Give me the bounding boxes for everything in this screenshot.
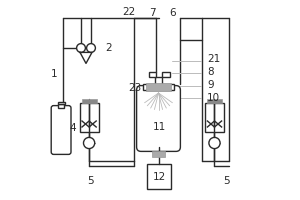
Text: 5: 5: [223, 176, 230, 186]
Bar: [58, 104, 64, 108]
Text: 12: 12: [153, 172, 166, 182]
Bar: [143, 84, 174, 90]
Text: 8: 8: [207, 67, 214, 77]
Text: 22: 22: [122, 7, 135, 17]
Bar: [205, 103, 224, 132]
Text: 7: 7: [149, 8, 156, 18]
Bar: [82, 99, 97, 103]
Bar: [148, 72, 155, 77]
Text: 2: 2: [105, 43, 112, 53]
Text: 4: 4: [69, 123, 76, 133]
Circle shape: [209, 137, 220, 149]
Bar: [80, 103, 99, 132]
Circle shape: [87, 44, 95, 52]
Bar: [146, 83, 171, 91]
Text: 21: 21: [207, 54, 220, 64]
Text: 1: 1: [50, 69, 57, 79]
FancyBboxPatch shape: [136, 86, 180, 151]
Bar: [146, 164, 170, 189]
Circle shape: [83, 137, 95, 149]
Circle shape: [76, 44, 85, 52]
Bar: [58, 102, 64, 104]
Text: 6: 6: [169, 8, 175, 18]
Bar: [207, 99, 222, 103]
Bar: [161, 72, 169, 77]
Text: 10: 10: [207, 93, 220, 103]
FancyBboxPatch shape: [51, 106, 71, 154]
Text: 5: 5: [87, 176, 94, 186]
Text: 9: 9: [207, 80, 214, 90]
Bar: [152, 151, 165, 157]
Text: 11: 11: [153, 122, 166, 132]
Bar: [155, 77, 162, 84]
Text: 23: 23: [128, 83, 141, 93]
